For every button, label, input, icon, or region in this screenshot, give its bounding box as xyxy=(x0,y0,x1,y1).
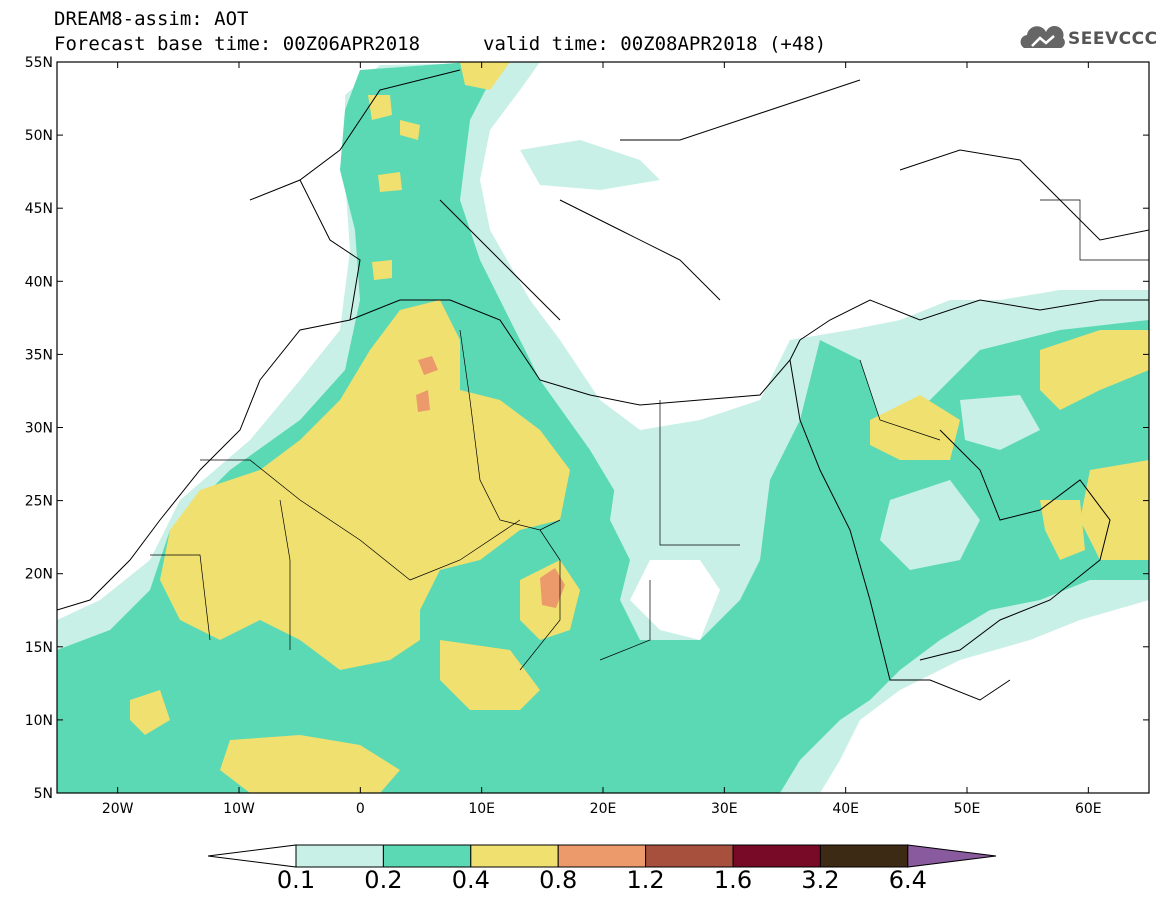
aot-band-0.4-belgium xyxy=(400,120,420,140)
aot-band-0.8-chad xyxy=(540,568,565,608)
aot-band-0.8-algeria2 xyxy=(416,390,430,412)
aot-band-0.4-sahara xyxy=(160,300,570,670)
colorbar-label: 0.1 xyxy=(276,866,316,894)
valid-time: valid time: 00Z08APR2018 (+48) xyxy=(483,33,827,55)
colorbar-over-triangle xyxy=(907,844,997,868)
aot-band-0.4-guinea xyxy=(220,735,400,793)
lat-label: 5N xyxy=(34,786,53,802)
lon-label: 20E xyxy=(590,801,617,817)
lat-label: 35N xyxy=(25,347,53,363)
lon-label: 60E xyxy=(1075,801,1102,817)
lat-label: 40N xyxy=(25,274,53,290)
aot-hole-arabia xyxy=(880,480,980,570)
colorbar-label: 0.2 xyxy=(364,866,403,894)
lat-label: 50N xyxy=(25,128,53,144)
aot-band-0.4-spain xyxy=(372,260,392,280)
aot-band-0.8-algeria xyxy=(418,356,438,375)
aot-band-0.4-west xyxy=(130,690,170,735)
coastlines xyxy=(57,69,1149,701)
colorbar-label: 0.4 xyxy=(451,866,490,894)
colorbar-label: 1.6 xyxy=(713,866,753,894)
forecast-base-time: Forecast base time: 00Z06APR2018 xyxy=(54,33,421,55)
aot-band-0.4-north xyxy=(460,62,510,90)
country-borders xyxy=(150,199,1149,671)
aot-band-0.4-france xyxy=(378,172,402,192)
lat-label: 45N xyxy=(25,201,53,217)
lon-label: 30E xyxy=(711,801,738,817)
colorbar-cell xyxy=(470,844,559,868)
longitude-labels: 20W 10W 0 10E 20E 30E 40E 50E 60E xyxy=(102,801,1102,817)
lon-label: 0 xyxy=(356,801,365,817)
axis-ticks xyxy=(57,61,1149,794)
lon-label: 40E xyxy=(832,801,859,817)
colorbar-cell xyxy=(295,844,384,868)
lat-label: 55N xyxy=(25,55,53,71)
lat-label: 20N xyxy=(25,567,53,583)
colorbar-cell xyxy=(732,844,821,868)
aot-band-0.1-east xyxy=(520,140,660,190)
colorbar-label: 0.8 xyxy=(539,866,578,894)
aot-band-0.4-uk xyxy=(368,95,392,120)
colorbar-cell xyxy=(382,844,472,868)
aot-band-0.4-iran xyxy=(1040,330,1149,410)
colorbar-cell xyxy=(819,844,909,868)
colorbar-cell xyxy=(645,844,734,868)
lon-label: 10W xyxy=(223,801,255,817)
colorbar-label: 6.4 xyxy=(888,866,927,894)
cloud-logo-icon xyxy=(1020,25,1065,48)
colorbar-under-triangle xyxy=(207,844,297,868)
lat-label: 10N xyxy=(25,713,53,729)
lat-label: 15N xyxy=(25,640,53,656)
colorbar-label: 1.2 xyxy=(626,866,665,894)
lat-label: 30N xyxy=(25,421,53,437)
aot-band-0.4-oman xyxy=(1080,460,1149,560)
lon-label: 10E xyxy=(468,801,495,817)
aot-hole-gulf xyxy=(960,395,1040,450)
aot-band-0.4-uae xyxy=(1040,500,1085,560)
aot-field xyxy=(57,62,1149,793)
lon-label: 20W xyxy=(102,801,134,817)
colorbar-label: 3.2 xyxy=(801,866,840,894)
latitude-labels: 55N 50N 45N 40N 35N 30N 25N 20N 15N 10N 5N xyxy=(25,55,53,802)
lat-label: 25N xyxy=(25,494,53,510)
lon-label: 50E xyxy=(954,801,981,817)
map-title: DREAM8-assim: AOT xyxy=(54,8,249,30)
logo-text: SEEVCCC xyxy=(1068,29,1158,49)
aot-hole-white xyxy=(630,560,720,640)
aot-band-0.4-nigeria xyxy=(440,640,540,710)
colorbar-cell xyxy=(557,844,647,868)
aot-band-0.4-iraq xyxy=(870,395,960,460)
